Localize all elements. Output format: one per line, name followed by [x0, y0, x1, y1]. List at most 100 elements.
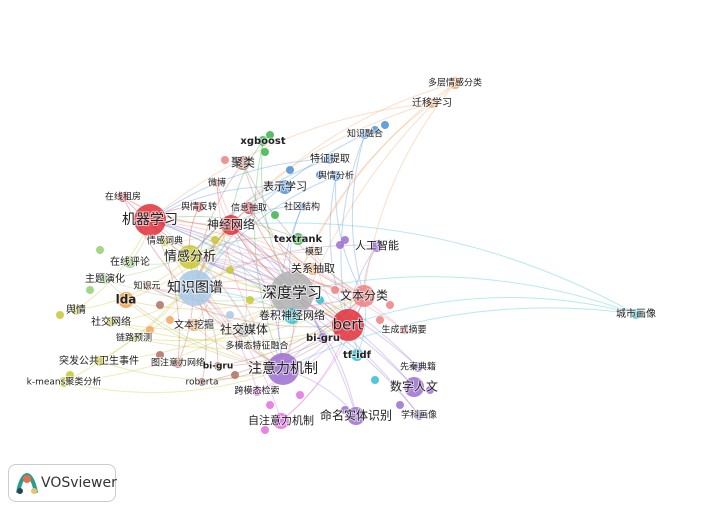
node	[360, 129, 370, 139]
node	[353, 285, 375, 307]
node	[252, 386, 262, 396]
node	[130, 334, 138, 342]
bubble	[86, 286, 94, 294]
node	[94, 356, 104, 366]
edge	[125, 299, 284, 370]
edge	[75, 256, 191, 311]
node	[118, 292, 134, 308]
logo-text: VOSviewer	[41, 475, 117, 491]
node-label: 命名实体识别	[320, 408, 392, 423]
node-label: 注意力机制	[248, 360, 318, 377]
edge	[291, 276, 637, 315]
node-label: 舆情分析	[318, 170, 354, 182]
node-label: tf-idf	[343, 350, 372, 361]
edge	[189, 236, 299, 258]
node-label: 文本挖掘	[174, 318, 214, 331]
node-label: 主题演化	[85, 272, 125, 285]
bubble	[341, 406, 349, 414]
edge	[110, 321, 349, 342]
node	[194, 202, 204, 212]
bubble	[261, 426, 269, 434]
edge	[230, 224, 357, 417]
node	[118, 192, 128, 202]
node	[449, 77, 461, 89]
edge	[63, 368, 284, 394]
node-label: 情感词典	[147, 235, 183, 247]
bubble	[226, 266, 234, 274]
node-label: 图注意力网络	[151, 357, 205, 369]
edge	[282, 307, 637, 370]
edge	[189, 256, 420, 416]
edge	[193, 224, 232, 326]
bubble	[286, 166, 294, 174]
bubble	[246, 296, 254, 304]
edge	[149, 158, 331, 221]
edge	[242, 162, 349, 326]
node	[258, 136, 268, 146]
edge	[282, 82, 456, 370]
node	[237, 323, 251, 337]
bubble	[66, 371, 74, 379]
edge	[230, 224, 284, 370]
node-label: 微博	[208, 177, 226, 189]
edge	[194, 133, 366, 289]
node	[71, 305, 81, 315]
node	[267, 353, 299, 385]
node	[100, 274, 110, 284]
node-label: 多层情感分类	[428, 77, 482, 89]
bubble	[211, 236, 219, 244]
bubble	[96, 246, 104, 254]
node-label: bi-gru	[306, 333, 340, 344]
edge	[230, 82, 456, 226]
node-label: 突发公共卫生事件	[59, 354, 139, 367]
edge	[149, 219, 405, 331]
node-label: 学科画像	[401, 409, 437, 421]
node	[273, 413, 289, 429]
node-label: lda	[116, 293, 137, 307]
logo-icon	[16, 472, 38, 494]
node	[160, 236, 170, 246]
node	[270, 271, 314, 315]
node-label: 社交网络	[91, 315, 131, 328]
node-label: 多模态特征融合	[225, 340, 288, 352]
node-label: 在线评论	[110, 255, 150, 268]
node-label: 神经网络	[207, 217, 255, 232]
bubble	[341, 236, 349, 244]
edge	[164, 240, 284, 370]
edge	[189, 256, 415, 388]
node-label: 知识图谱	[167, 279, 223, 296]
bubble	[221, 156, 229, 164]
node-label: 知识元	[133, 280, 160, 292]
edge	[351, 133, 366, 297]
edge	[189, 252, 314, 270]
node	[243, 202, 255, 214]
bubble	[146, 326, 154, 334]
vosviewer-logo[interactable]: VOSviewer	[8, 464, 117, 502]
edge	[133, 295, 365, 342]
node-label: 数字人文	[390, 379, 438, 394]
edge	[194, 287, 282, 422]
edge	[189, 102, 433, 258]
node-label: 信息抽取	[231, 202, 267, 214]
edge	[248, 207, 365, 297]
node-label: 迁移学习	[412, 96, 452, 109]
node	[236, 156, 250, 170]
edge	[335, 175, 365, 297]
node	[307, 263, 319, 275]
node-label: bi-gru	[203, 362, 234, 372]
edge	[63, 224, 232, 383]
edge	[340, 133, 366, 326]
bubble	[261, 148, 269, 156]
node	[173, 358, 183, 368]
bubble	[371, 126, 379, 134]
bubble	[316, 171, 324, 179]
node	[400, 326, 408, 334]
node	[214, 362, 222, 370]
node	[371, 240, 383, 252]
edge	[149, 219, 180, 364]
edge	[216, 182, 284, 370]
node	[332, 309, 364, 341]
bubble	[316, 296, 324, 304]
